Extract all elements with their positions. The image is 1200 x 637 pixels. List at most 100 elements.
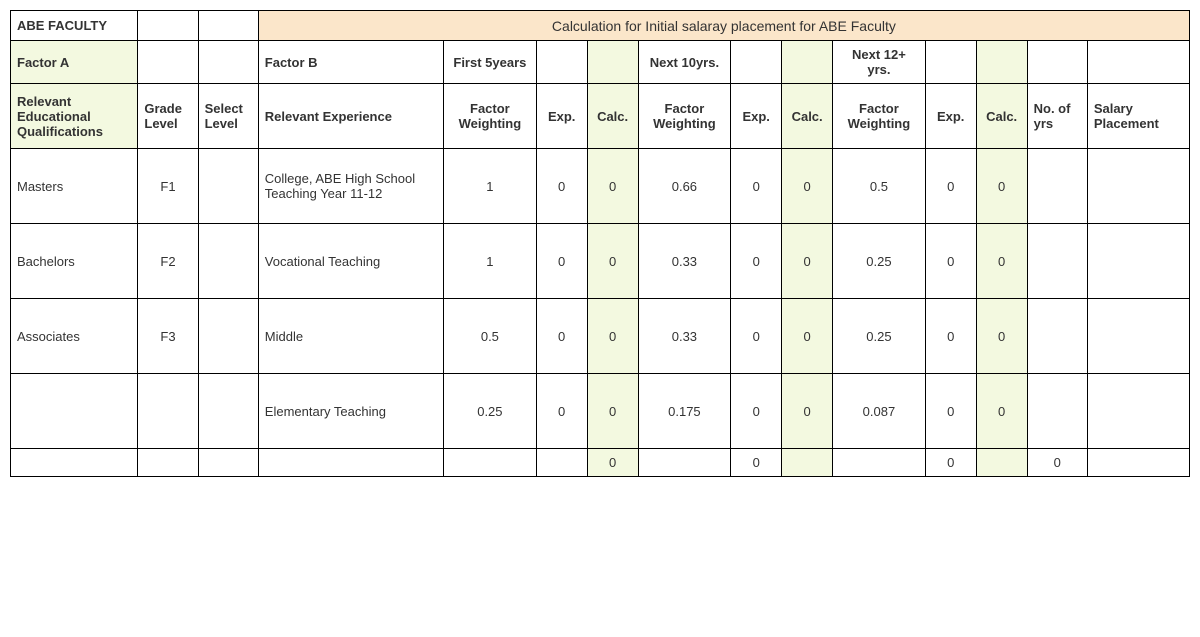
cell-experience: Middle (258, 299, 443, 374)
column-header-row: Relevant Educational Qualifications Grad… (11, 84, 1190, 149)
cell-exp2: 0 (731, 224, 782, 299)
cell-grade: F1 (138, 149, 198, 224)
col-exp3: Exp. (925, 84, 976, 149)
col-fw1: Factor Weighting (444, 84, 537, 149)
cell-fw3: 0.25 (833, 299, 926, 374)
cell-no-of-yrs (1027, 374, 1087, 449)
table-row: Bachelors F2 Vocational Teaching 1 0 0 0… (11, 224, 1190, 299)
cell-no-of-yrs (1027, 224, 1087, 299)
cell-calc1: 0 (587, 224, 638, 299)
cell-calc1: 0 (587, 299, 638, 374)
cell-calc2: 0 (782, 299, 833, 374)
cell-experience: Elementary Teaching (258, 374, 443, 449)
empty-cell (731, 41, 782, 84)
cell-salary (1087, 224, 1189, 299)
cell-no-of-yrs (1027, 149, 1087, 224)
empty-cell (536, 41, 587, 84)
empty-cell (1087, 449, 1189, 477)
col-exp1: Exp. (536, 84, 587, 149)
cell-fw1: 1 (444, 224, 537, 299)
title-row: ABE FACULTY Calculation for Initial sala… (11, 11, 1190, 41)
empty-cell (536, 449, 587, 477)
cell-select (198, 299, 258, 374)
salary-placement-table: ABE FACULTY Calculation for Initial sala… (10, 10, 1190, 477)
cell-fw3: 0.25 (833, 224, 926, 299)
empty-cell (444, 449, 537, 477)
total-calc1: 0 (587, 449, 638, 477)
cell-fw2: 0.66 (638, 149, 731, 224)
main-title-cell: Calculation for Initial salaray placemen… (258, 11, 1189, 41)
cell-fw3: 0.087 (833, 374, 926, 449)
cell-fw2: 0.33 (638, 299, 731, 374)
total-no-of-yrs: 0 (1027, 449, 1087, 477)
empty-cell (138, 11, 198, 41)
cell-exp3: 0 (925, 149, 976, 224)
empty-cell (925, 41, 976, 84)
empty-cell (11, 449, 138, 477)
empty-cell (638, 449, 731, 477)
empty-cell (138, 449, 198, 477)
cell-fw1: 0.5 (444, 299, 537, 374)
next12-cell: Next 12+ yrs. (833, 41, 926, 84)
factor-a-cell: Factor A (11, 41, 138, 84)
cell-calc3: 0 (976, 149, 1027, 224)
empty-cell (976, 449, 1027, 477)
empty-cell (782, 41, 833, 84)
cell-exp1: 0 (536, 299, 587, 374)
col-experience: Relevant Experience (258, 84, 443, 149)
col-select-level: Select Level (198, 84, 258, 149)
cell-calc2: 0 (782, 149, 833, 224)
empty-cell (833, 449, 926, 477)
cell-calc1: 0 (587, 149, 638, 224)
cell-calc2: 0 (782, 374, 833, 449)
first5-cell: First 5years (444, 41, 537, 84)
next10-cell: Next 10yrs. (638, 41, 731, 84)
cell-calc1: 0 (587, 374, 638, 449)
col-calc1: Calc. (587, 84, 638, 149)
cell-no-of-yrs (1027, 299, 1087, 374)
table-row: Associates F3 Middle 0.5 0 0 0.33 0 0 0.… (11, 299, 1190, 374)
cell-salary (1087, 299, 1189, 374)
col-no-of-yrs: No. of yrs (1027, 84, 1087, 149)
cell-fw2: 0.175 (638, 374, 731, 449)
col-calc2: Calc. (782, 84, 833, 149)
empty-cell (1027, 41, 1087, 84)
cell-calc3: 0 (976, 224, 1027, 299)
col-fw2: Factor Weighting (638, 84, 731, 149)
factor-b-cell: Factor B (258, 41, 443, 84)
table-row: Masters F1 College, ABE High School Teac… (11, 149, 1190, 224)
cell-select (198, 374, 258, 449)
cell-fw2: 0.33 (638, 224, 731, 299)
cell-select (198, 224, 258, 299)
empty-cell (976, 41, 1027, 84)
total-exp2: 0 (731, 449, 782, 477)
factor-header-row: Factor A Factor B First 5years Next 10yr… (11, 41, 1190, 84)
top-left-cell: ABE FACULTY (11, 11, 138, 41)
empty-cell (198, 449, 258, 477)
cell-exp1: 0 (536, 149, 587, 224)
cell-calc2: 0 (782, 224, 833, 299)
cell-salary (1087, 149, 1189, 224)
cell-exp3: 0 (925, 374, 976, 449)
cell-qual: Masters (11, 149, 138, 224)
totals-row: 0 0 0 0 (11, 449, 1190, 477)
empty-cell (198, 41, 258, 84)
cell-calc3: 0 (976, 299, 1027, 374)
table-row: Elementary Teaching 0.25 0 0 0.175 0 0 0… (11, 374, 1190, 449)
cell-experience: College, ABE High School Teaching Year 1… (258, 149, 443, 224)
cell-exp2: 0 (731, 149, 782, 224)
cell-exp3: 0 (925, 299, 976, 374)
cell-exp2: 0 (731, 299, 782, 374)
cell-grade (138, 374, 198, 449)
empty-cell (1087, 41, 1189, 84)
col-fw3: Factor Weighting (833, 84, 926, 149)
cell-select (198, 149, 258, 224)
col-salary-placement: Salary Placement (1087, 84, 1189, 149)
empty-cell (138, 41, 198, 84)
cell-exp2: 0 (731, 374, 782, 449)
empty-cell (587, 41, 638, 84)
col-grade-level: Grade Level (138, 84, 198, 149)
cell-fw1: 1 (444, 149, 537, 224)
col-calc3: Calc. (976, 84, 1027, 149)
cell-grade: F3 (138, 299, 198, 374)
